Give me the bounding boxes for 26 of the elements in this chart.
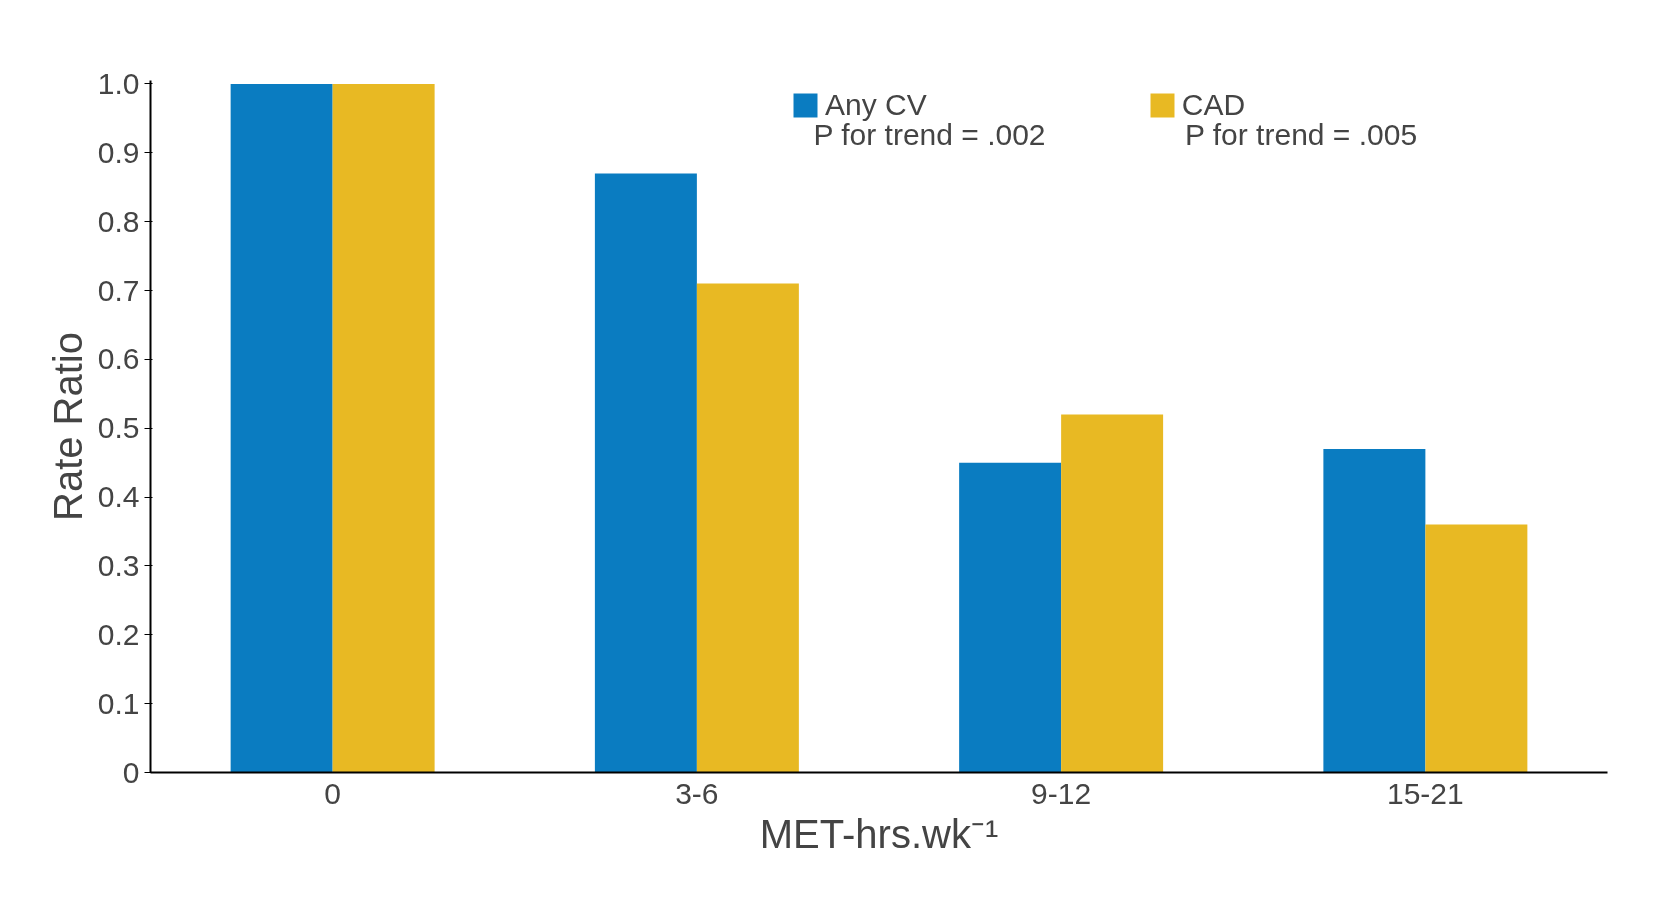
bar: [1425, 524, 1528, 773]
y-tick-label: 0.6: [97, 342, 140, 376]
y-tick-label: 0.4: [97, 480, 140, 514]
x-tick-label: 15-21: [1387, 776, 1464, 810]
bar: [696, 283, 799, 773]
y-tick-label: 0.3: [97, 548, 140, 582]
bar: [959, 462, 1062, 773]
y-tick-label: 1.0: [97, 66, 140, 100]
bar: [1323, 448, 1426, 773]
y-tick-label: 0.5: [97, 411, 140, 445]
bar: [594, 173, 697, 773]
y-tick-label: 0.9: [97, 135, 140, 169]
y-tick-label: 0.2: [97, 617, 140, 651]
legend-label: Any CV: [825, 88, 927, 122]
bar: [230, 83, 333, 773]
y-tick-label: 0.1: [97, 686, 140, 720]
y-tick-label: 0.8: [97, 204, 140, 238]
bar: [1061, 414, 1164, 773]
bar: [332, 83, 435, 773]
x-tick-label: 0: [324, 776, 341, 810]
x-tick-label: 9-12: [1031, 776, 1092, 810]
x-tick-label: 3-6: [675, 776, 719, 810]
y-tick-label: 0: [122, 755, 140, 789]
y-tick-label: 0.7: [97, 273, 140, 307]
y-axis-title: Rate Ratio: [45, 332, 90, 521]
x-axis-title: MET-hrs.wk⁻¹: [759, 811, 999, 856]
